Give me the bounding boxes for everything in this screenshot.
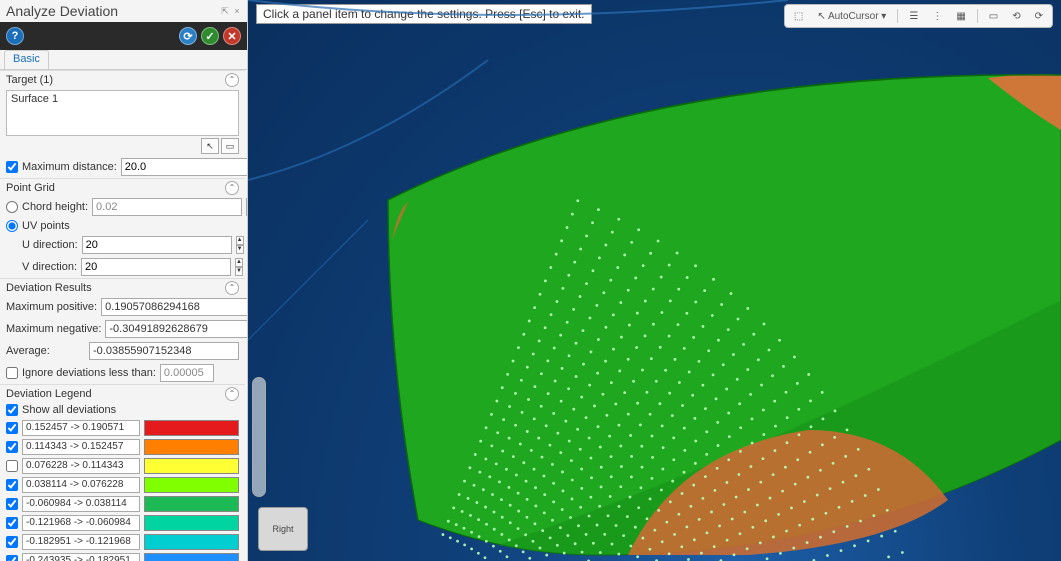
prev-button[interactable]: ⟳ bbox=[179, 27, 197, 45]
target-list[interactable]: Surface 1 bbox=[6, 90, 239, 136]
cancel-button[interactable]: ✕ bbox=[223, 27, 241, 45]
maxneg-label: Maximum negative: bbox=[6, 323, 101, 335]
legend-range[interactable]: 0.076228 -> 0.114343 bbox=[22, 458, 140, 474]
view-cube[interactable]: Right bbox=[258, 507, 308, 551]
tab-bar: Basic bbox=[0, 50, 247, 70]
select-arrow-icon[interactable]: ↖ bbox=[201, 138, 219, 154]
close-icon[interactable]: × bbox=[231, 6, 243, 16]
chord-input[interactable] bbox=[92, 198, 242, 216]
legend-swatch[interactable] bbox=[144, 439, 239, 455]
legend-range[interactable]: -0.182951 -> -0.121968 bbox=[22, 534, 140, 550]
avg-label: Average: bbox=[6, 345, 85, 357]
u-spinner[interactable]: ▲▼ bbox=[236, 236, 244, 254]
section-target[interactable]: Target (1) ⌃ bbox=[0, 70, 245, 88]
chord-label: Chord height: bbox=[22, 201, 88, 213]
legend-checkbox[interactable] bbox=[6, 422, 18, 434]
legend-range[interactable]: -0.121968 -> -0.060984 bbox=[22, 515, 140, 531]
select-window-icon[interactable]: ▭ bbox=[221, 138, 239, 154]
legend-checkbox[interactable] bbox=[6, 479, 18, 491]
legend-swatch[interactable] bbox=[144, 496, 239, 512]
help-button[interactable]: ? bbox=[6, 27, 24, 45]
chevron-up-icon[interactable]: ⌃ bbox=[225, 387, 239, 401]
v-input[interactable] bbox=[81, 258, 231, 276]
maxneg-value bbox=[105, 320, 247, 338]
panel-body: Target (1) ⌃ Surface 1 ↖ ▭ Maximum dista… bbox=[0, 70, 247, 561]
legend-row: -0.121968 -> -0.060984 bbox=[0, 513, 245, 532]
legend-swatch[interactable] bbox=[144, 534, 239, 550]
scene-svg bbox=[248, 0, 1061, 561]
legend-row: 0.038114 -> 0.076228 bbox=[0, 475, 245, 494]
legend-row: 0.114343 -> 0.152457 bbox=[0, 437, 245, 456]
v-spinner[interactable]: ▲▼ bbox=[235, 258, 243, 276]
chord-radio[interactable] bbox=[6, 201, 18, 213]
legend-swatch[interactable] bbox=[144, 553, 239, 561]
legend-swatch[interactable] bbox=[144, 420, 239, 436]
ignore-input[interactable] bbox=[160, 364, 214, 382]
ignore-label: Ignore deviations less than: bbox=[22, 367, 156, 379]
legend-range[interactable]: -0.060984 -> 0.038114 bbox=[22, 496, 140, 512]
section-results[interactable]: Deviation Results ⌃ bbox=[0, 278, 245, 296]
u-label: U direction: bbox=[22, 239, 78, 251]
maxdist-label: Maximum distance: bbox=[22, 161, 117, 173]
legend-row: -0.060984 -> 0.038114 bbox=[0, 494, 245, 513]
legend-row: 0.076228 -> 0.114343 bbox=[0, 456, 245, 475]
showall-label: Show all deviations bbox=[22, 404, 116, 416]
legend-range[interactable]: -0.243935 -> -0.182951 bbox=[22, 553, 140, 561]
ok-button[interactable]: ✓ bbox=[201, 27, 219, 45]
legend-swatch[interactable] bbox=[144, 477, 239, 493]
legend-checkbox[interactable] bbox=[6, 517, 18, 529]
chevron-up-icon[interactable]: ⌃ bbox=[225, 73, 239, 87]
chevron-up-icon[interactable]: ⌃ bbox=[225, 181, 239, 195]
section-legend[interactable]: Deviation Legend ⌃ bbox=[0, 384, 245, 402]
maxdist-input[interactable] bbox=[121, 158, 247, 176]
legend-checkbox[interactable] bbox=[6, 498, 18, 510]
legend-swatch[interactable] bbox=[144, 458, 239, 474]
chord-spinner[interactable]: ▲▼ bbox=[246, 198, 247, 216]
uv-radio[interactable] bbox=[6, 220, 18, 232]
v-label: V direction: bbox=[22, 261, 77, 273]
legend-checkbox[interactable] bbox=[6, 536, 18, 548]
legend-checkbox[interactable] bbox=[6, 460, 18, 472]
maxdist-checkbox[interactable] bbox=[6, 161, 18, 173]
legend-range[interactable]: 0.114343 -> 0.152457 bbox=[22, 439, 140, 455]
maxpos-label: Maximum positive: bbox=[6, 301, 97, 313]
showall-checkbox[interactable] bbox=[6, 404, 18, 416]
legend-checkbox[interactable] bbox=[6, 441, 18, 453]
avg-value bbox=[89, 342, 239, 360]
list-item[interactable]: Surface 1 bbox=[11, 93, 234, 105]
panel-title: Analyze Deviation bbox=[4, 3, 219, 19]
legend-row: -0.243935 -> -0.182951 bbox=[0, 551, 245, 561]
analyze-deviation-panel: Analyze Deviation ⇱ × ? ⟳ ✓ ✕ Basic Targ… bbox=[0, 0, 248, 561]
legend-row: 0.152457 -> 0.190571 bbox=[0, 418, 245, 437]
section-pointgrid[interactable]: Point Grid ⌃ bbox=[0, 178, 245, 196]
pin-icon[interactable]: ⇱ bbox=[219, 6, 231, 17]
chevron-up-icon[interactable]: ⌃ bbox=[225, 281, 239, 295]
legend-swatch[interactable] bbox=[144, 515, 239, 531]
ignore-checkbox[interactable] bbox=[6, 367, 18, 379]
uv-label: UV points bbox=[22, 220, 70, 232]
maxpos-value bbox=[101, 298, 247, 316]
legend-range[interactable]: 0.152457 -> 0.190571 bbox=[22, 420, 140, 436]
panel-action-bar: ? ⟳ ✓ ✕ bbox=[0, 22, 247, 50]
zoom-slider[interactable] bbox=[252, 377, 266, 497]
graphics-viewport[interactable]: Click a panel item to change the setting… bbox=[248, 0, 1061, 561]
legend-range[interactable]: 0.038114 -> 0.076228 bbox=[22, 477, 140, 493]
panel-titlebar: Analyze Deviation ⇱ × bbox=[0, 0, 247, 22]
legend-row: -0.182951 -> -0.121968 bbox=[0, 532, 245, 551]
tab-basic[interactable]: Basic bbox=[4, 50, 49, 69]
u-input[interactable] bbox=[82, 236, 232, 254]
legend-checkbox[interactable] bbox=[6, 555, 18, 561]
